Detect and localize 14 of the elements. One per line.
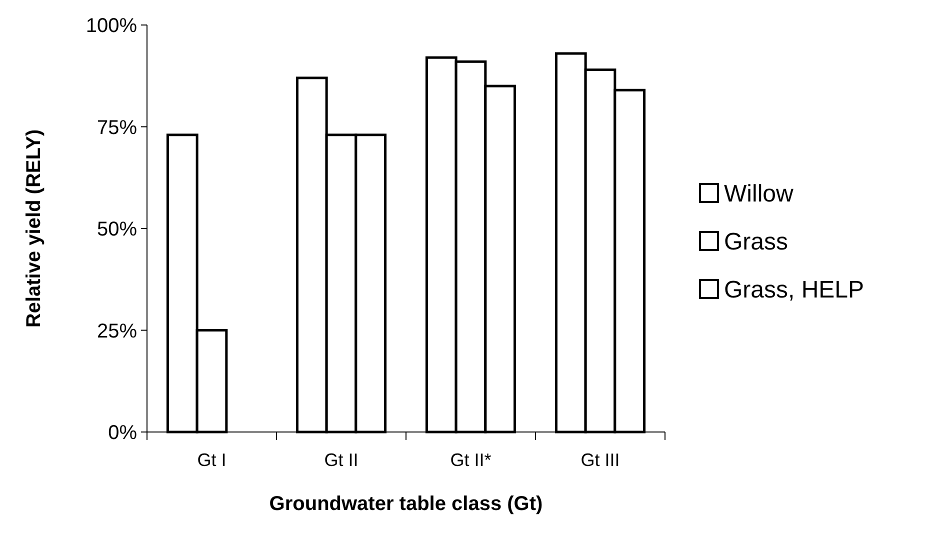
x-tick-label: Gt II (324, 450, 358, 470)
x-axis-title: Groundwater table class (Gt) (269, 493, 543, 515)
y-axis-title: Relative yield (RELY) (23, 129, 45, 328)
legend-label: Grass (724, 228, 788, 256)
x-tick-label: Gt II* (450, 450, 492, 470)
y-tick-label: 25% (96, 320, 138, 342)
x-tick-label: Gt I (197, 450, 226, 470)
y-tick-label: 100% (86, 15, 138, 37)
y-tick-label: 50% (96, 218, 138, 240)
y-tick-label: 75% (96, 116, 138, 139)
legend-label: Grass, HELP (724, 276, 864, 304)
x-tick-label: Gt III (580, 450, 620, 470)
legend-label: Willow (724, 180, 794, 208)
y-tick-label: 0% (108, 422, 138, 444)
